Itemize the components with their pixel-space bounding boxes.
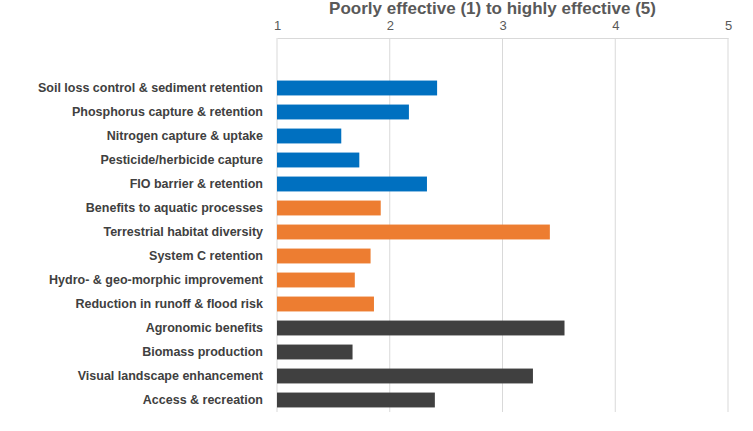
tick-label: 4 [612, 18, 619, 33]
tick: Access & recreation [143, 393, 277, 407]
tick-label: 1 [274, 18, 281, 33]
category-label: System C retention [149, 249, 263, 263]
category-label: FIO barrier & retention [130, 177, 263, 191]
tick: 3 [499, 18, 506, 38]
tick: Nitrogen capture & uptake [107, 129, 277, 143]
category-label: Reduction in runoff & flood risk [76, 297, 264, 311]
category-label: Biomass production [142, 345, 263, 359]
bar [277, 201, 381, 216]
tick: 4 [612, 18, 619, 38]
chart: Poorly effective (1) to highly effective… [0, 0, 753, 431]
bar [277, 249, 371, 264]
bar [277, 369, 533, 384]
bar [277, 105, 409, 120]
bar [277, 345, 353, 360]
bar [277, 297, 374, 312]
tick: Phosphorus capture & retention [72, 105, 277, 119]
category-label: Phosphorus capture & retention [72, 105, 263, 119]
grid-line [728, 38, 729, 412]
y-axis: Soil loss control & sediment retention Ph… [38, 77, 278, 413]
tick: 5 [725, 18, 732, 38]
tick: Soil loss control & sediment retention [38, 81, 277, 95]
tick: Visual landscape enhancement [78, 369, 277, 383]
axis-line [277, 77, 278, 413]
tick: 2 [387, 18, 394, 38]
category-label: Nitrogen capture & uptake [107, 129, 263, 143]
bar [277, 273, 355, 288]
tick: System C retention [149, 249, 277, 263]
tick-label: 3 [499, 18, 506, 33]
tick-label: 2 [387, 18, 394, 33]
category-label: Pesticide/herbicide capture [100, 153, 263, 167]
category-label: Access & recreation [143, 393, 263, 407]
category-label: Hydro- & geo-morphic improvement [49, 273, 264, 287]
tick: Pesticide/herbicide capture [100, 153, 277, 167]
category-label: Terrestrial habitat diversity [103, 225, 263, 239]
tick: Hydro- & geo-morphic improvement [49, 273, 277, 287]
tick: 1 [274, 18, 281, 38]
bar [277, 129, 341, 144]
tick-label: 5 [725, 18, 732, 33]
bar [277, 321, 565, 336]
tick: Reduction in runoff & flood risk [76, 297, 278, 311]
tick: Agronomic benefits [146, 321, 277, 335]
chart-title: Poorly effective (1) to highly effective… [329, 0, 656, 18]
tick: FIO barrier & retention [130, 177, 277, 191]
tick: Biomass production [142, 345, 277, 359]
category-label: Agronomic benefits [146, 321, 263, 335]
grid-line [615, 38, 616, 412]
x-axis: 1 2 3 4 5 [274, 18, 732, 39]
bar [277, 393, 435, 408]
grid [277, 38, 728, 412]
axis-line [278, 38, 729, 39]
bar [277, 225, 550, 240]
category-label: Soil loss control & sediment retention [38, 81, 263, 95]
category-label: Benefits to aquatic processes [86, 201, 263, 215]
tick: Terrestrial habitat diversity [103, 225, 277, 239]
bar [277, 153, 359, 168]
bar [277, 177, 427, 192]
tick: Benefits to aquatic processes [86, 201, 277, 215]
bars [277, 81, 565, 408]
category-label: Visual landscape enhancement [78, 369, 264, 383]
bar [277, 81, 437, 96]
